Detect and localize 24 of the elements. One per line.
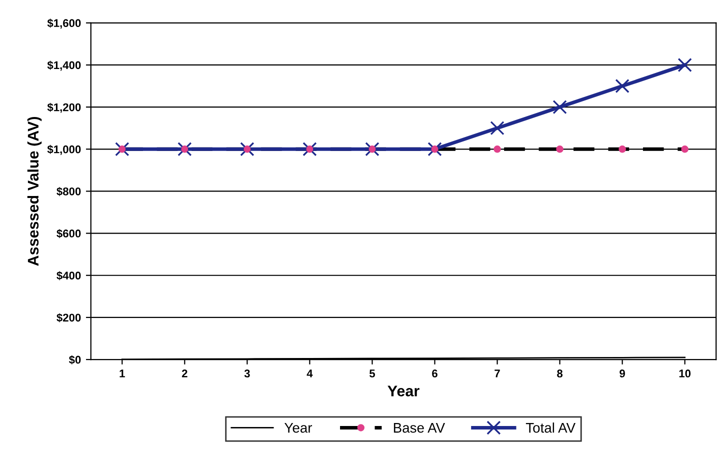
legend-label: Year bbox=[284, 423, 312, 433]
x-tick-label: 5 bbox=[369, 370, 376, 378]
x-tick-label: 8 bbox=[557, 370, 563, 378]
y-tick-label: $800 bbox=[56, 186, 81, 196]
x-axis-title: Year bbox=[388, 386, 420, 396]
x-tick-label: 9 bbox=[620, 370, 625, 378]
y-tick-label: $1,400 bbox=[47, 60, 81, 71]
legend-label: Base AV bbox=[394, 423, 446, 433]
y-tick-label: $200 bbox=[56, 313, 81, 322]
x-tick-label: 7 bbox=[494, 370, 500, 378]
y-tick-label: $1,200 bbox=[47, 102, 81, 113]
x-tick-label: 6 bbox=[432, 370, 438, 378]
y-axis-title: Assessed Value (AV) bbox=[27, 116, 42, 266]
x-tick-label: 10 bbox=[679, 370, 691, 378]
y-tick-label: $1,000 bbox=[47, 144, 81, 155]
y-tick-label: $600 bbox=[56, 229, 81, 238]
x-tick-label: 3 bbox=[244, 370, 250, 378]
y-tick-label: $0 bbox=[68, 355, 81, 364]
x-tick-label: 1 bbox=[120, 370, 125, 378]
legend-label: Total AV bbox=[526, 422, 576, 433]
x-tick-label: 2 bbox=[182, 370, 188, 378]
y-tick-label: $400 bbox=[56, 271, 81, 280]
y-tick-label: $1,600 bbox=[47, 18, 81, 29]
x-tick-label: 4 bbox=[306, 370, 313, 378]
